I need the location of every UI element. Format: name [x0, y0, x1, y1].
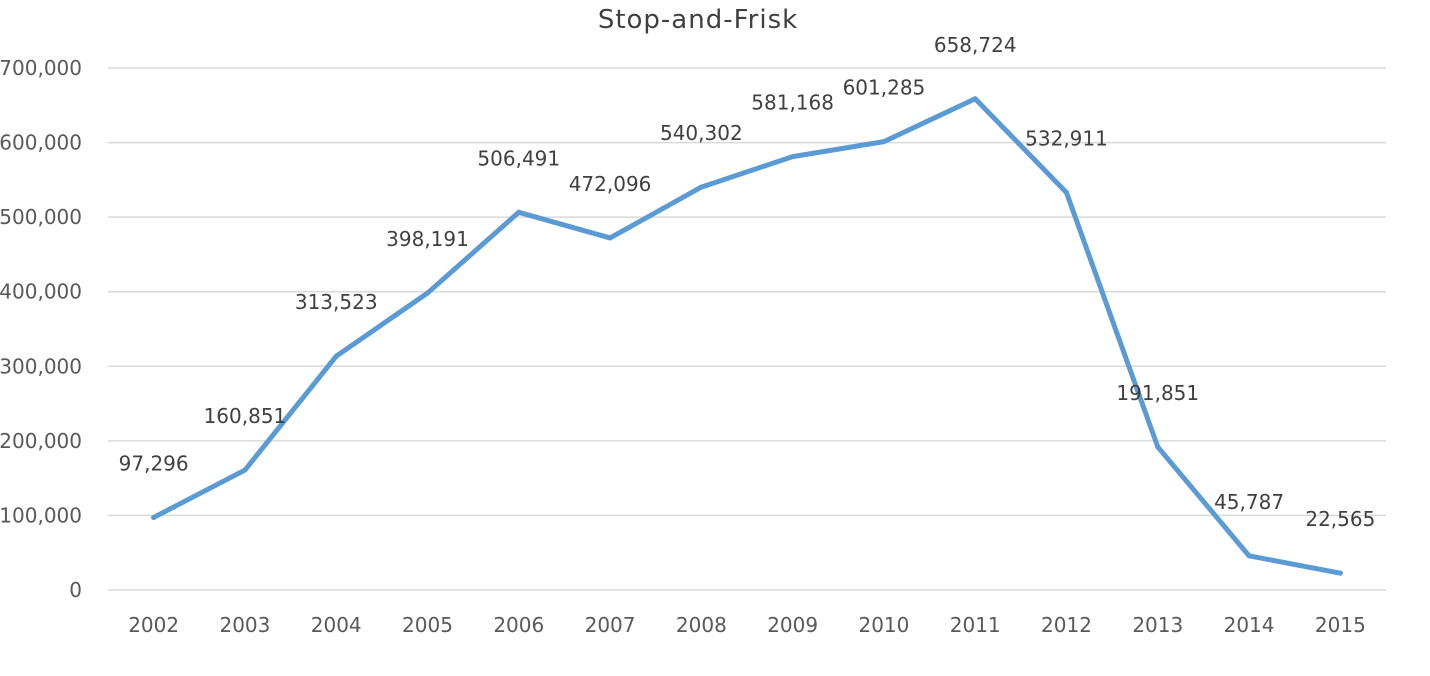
y-tick-label: 100,000 [0, 503, 82, 527]
data-point [242, 467, 248, 473]
y-tick-label: 500,000 [0, 205, 82, 229]
data-point [881, 139, 887, 145]
data-label: 398,191 [386, 227, 469, 251]
data-label: 581,168 [751, 91, 834, 115]
x-tick-label: 2012 [1041, 613, 1092, 637]
data-labels: 97,296 160,851 313,523 398,191 506,491 472,09… [119, 33, 1376, 531]
data-point [972, 96, 978, 102]
x-tick-label: 2007 [585, 613, 636, 637]
data-label: 313,523 [295, 290, 378, 314]
data-label: 22,565 [1305, 507, 1375, 531]
data-point [1246, 553, 1252, 559]
data-point [1155, 444, 1161, 450]
y-tick-label: 400,000 [0, 280, 82, 304]
data-point [698, 184, 704, 190]
y-tick-label: 700,000 [0, 56, 82, 80]
x-axis-tick-labels: 2002 2003 2004 2005 2006 2007 2008 2009 2010 2011… [128, 613, 1366, 637]
x-tick-label: 2015 [1315, 613, 1366, 637]
x-tick-label: 2004 [311, 613, 362, 637]
data-label: 532,911 [1025, 127, 1108, 151]
data-label: 97,296 [119, 451, 189, 475]
x-tick-label: 2010 [858, 613, 909, 637]
data-label: 506,491 [477, 146, 560, 170]
data-point [1064, 190, 1069, 196]
x-tick-label: 2013 [1132, 613, 1183, 637]
x-tick-label: 2009 [767, 613, 818, 637]
data-point [1337, 570, 1343, 576]
y-tick-label: 300,000 [0, 354, 82, 378]
x-tick-label: 2003 [219, 613, 270, 637]
x-tick-label: 2002 [128, 613, 179, 637]
x-tick-label: 2011 [950, 613, 1001, 637]
chart-title: Stop-and-Frisk [598, 5, 798, 35]
x-tick-label: 2014 [1224, 613, 1275, 637]
data-point [516, 209, 522, 215]
data-label: 658,724 [934, 33, 1017, 57]
data-point [151, 514, 157, 520]
y-tick-label: 0 [69, 578, 82, 602]
y-axis-tick-labels: 0 100,000 200,000 300,000 400,000 500,000 600,… [0, 56, 82, 602]
data-point [607, 235, 613, 241]
data-label: 601,285 [843, 76, 926, 100]
data-label: 160,851 [204, 404, 287, 428]
data-label: 45,787 [1214, 490, 1284, 514]
y-tick-label: 200,000 [0, 429, 82, 453]
y-tick-label: 600,000 [0, 131, 82, 155]
series-line [151, 96, 1343, 576]
data-label: 191,851 [1116, 381, 1199, 405]
gridlines [108, 67, 1386, 591]
series-group [151, 96, 1343, 576]
data-label: 472,096 [569, 172, 652, 196]
x-tick-label: 2006 [493, 613, 544, 637]
x-tick-label: 2005 [402, 613, 453, 637]
data-point [333, 353, 339, 359]
data-label: 540,302 [660, 121, 743, 145]
data-point [425, 290, 430, 296]
x-tick-label: 2008 [676, 613, 727, 637]
data-point [790, 154, 796, 160]
